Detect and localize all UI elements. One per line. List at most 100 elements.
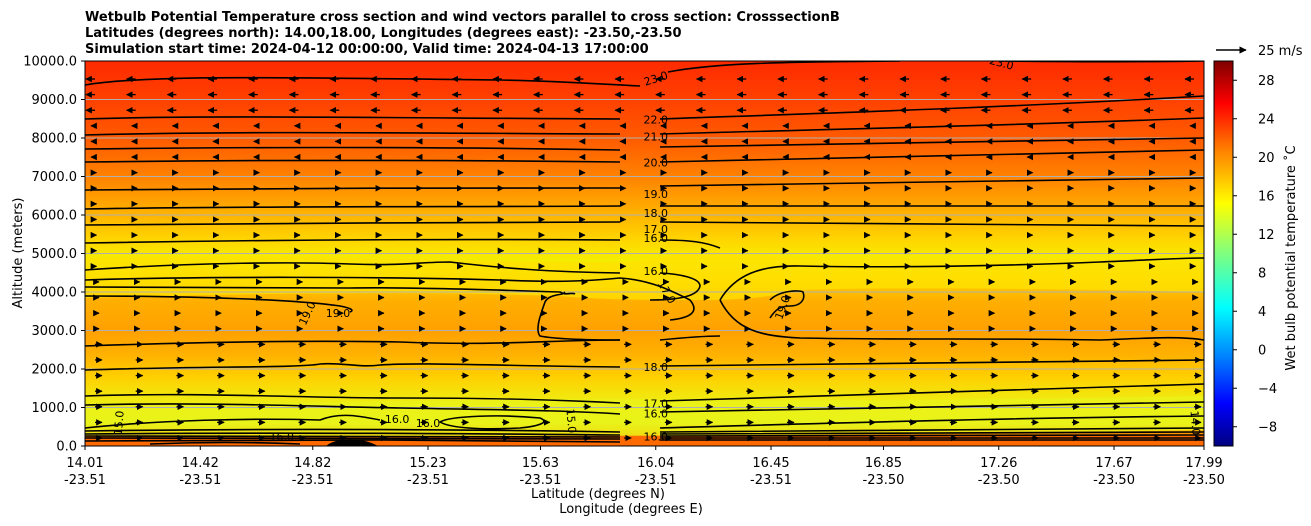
colorbar-tick-label: 12: [1258, 228, 1275, 243]
colorbar-tick-label: 20: [1258, 151, 1275, 166]
contour-label: 16.0: [270, 430, 295, 443]
x-tick-label-lat: 15.63: [522, 456, 559, 471]
x-axis-label-2: Longitude (degrees E): [559, 502, 703, 517]
x-tick-label-lon: -23.51: [179, 473, 221, 488]
x-tick-label-lon: -23.50: [1183, 473, 1225, 488]
contour-label: 16.0: [643, 265, 668, 278]
contour-label: 23.0: [988, 54, 1015, 73]
x-tick-label-lon: -23.51: [292, 473, 334, 488]
surface-band: [85, 436, 1204, 446]
x-tick-label-lat: 14.42: [182, 456, 219, 471]
contour-line: [85, 76, 641, 87]
contour-label: 18.0: [643, 207, 668, 220]
contour-label: 17.0: [643, 398, 668, 411]
colorbar-tick-label: 0: [1258, 343, 1266, 358]
contour-label: 20.0: [643, 156, 668, 169]
y-tick-label: 4000.0: [32, 286, 78, 301]
yellow-band-low: [85, 396, 1204, 436]
x-tick-label-lat: 14.01: [66, 456, 103, 471]
title-line-1: Wetbulb Potential Temperature cross sect…: [85, 10, 840, 25]
x-tick-label-lon: -23.51: [750, 473, 792, 488]
y-tick-label: 6000.0: [32, 209, 78, 224]
contour-label: 18.0: [643, 361, 668, 374]
contour-line: [719, 299, 1204, 341]
x-tick-label-lon: -23.51: [407, 473, 449, 488]
x-tick-label-lat: 17.67: [1095, 456, 1132, 471]
contour-line: [85, 286, 621, 341]
contour-line: [659, 204, 1204, 208]
contour-line: [563, 291, 576, 295]
contour-line: [85, 221, 621, 226]
colorbar-tick-label: 8: [1258, 266, 1266, 281]
y-tick-label: 7000.0: [32, 170, 78, 185]
contour-line: [659, 335, 721, 341]
contour-line: [659, 221, 1204, 227]
contour-line: [85, 427, 1204, 433]
x-axis: 14.01 -23.51 14.42 -23.51 14.82 -23.51 15.23 -2…: [64, 446, 1225, 488]
contour-line: [85, 116, 621, 120]
quiver-key-label: 25 m/s: [1258, 44, 1303, 59]
contour-line: [85, 238, 621, 244]
colorbar-tick-label: −8: [1258, 420, 1277, 435]
y-tick-label: 9000.0: [32, 93, 78, 108]
contour-line: [149, 441, 301, 445]
contour-line: [659, 415, 1204, 429]
quiver-key: 25 m/s: [1216, 44, 1303, 59]
x-axis-label: Latitude (degrees N): [531, 487, 665, 502]
x-tick-label-lon: -23.50: [1093, 473, 1135, 488]
title-line-2: Latitudes (degrees north): 14.00,18.00, …: [85, 26, 682, 41]
contour-line: [659, 239, 721, 249]
contour-label: 16.0: [643, 407, 668, 420]
plot-area: 23.023.022.021.020.019.018.017.016.016.0…: [85, 54, 1204, 446]
y-tick-label: 0.0: [56, 440, 77, 455]
contour-label: 16.0: [643, 430, 668, 443]
contour-line: [85, 205, 621, 210]
y-tick-label: 3000.0: [32, 324, 78, 339]
colorbar-gradient: [1213, 60, 1234, 447]
colorbar-ticks: −8 −4 0 4 8 12 16 20 24 28: [1233, 74, 1277, 435]
colorbar-tick-label: 24: [1258, 112, 1275, 127]
contour-label: 16.0: [416, 417, 441, 430]
y-axis-label: Altitude (meters): [11, 198, 26, 309]
y-tick-label: 10000.0: [23, 55, 77, 70]
y-axis: 0.0 1000.0 2000.0 3000.0 4000.0 5000.0 6000.0 7…: [23, 55, 85, 455]
contour-line: [85, 187, 621, 191]
contour-line: [85, 295, 353, 313]
contour-line: [649, 272, 701, 301]
x-tick-label-lat: 16.45: [752, 456, 789, 471]
y-tick-label: 5000.0: [32, 247, 78, 262]
colorbar-tick-label: −4: [1258, 382, 1277, 397]
x-tick-label-lon: -23.50: [863, 473, 905, 488]
contour-label: 16.0: [385, 413, 410, 426]
contour-line: [769, 290, 805, 319]
x-tick-label-lat: 17.26: [980, 456, 1017, 471]
y-tick-label: 1000.0: [32, 401, 78, 416]
y-tick-label: 8000.0: [32, 132, 78, 147]
x-tick-label-lon: -23.51: [520, 473, 562, 488]
contour-label: 15.0: [112, 410, 127, 436]
x-tick-label-lat: 16.85: [865, 456, 902, 471]
contour-line: [438, 415, 545, 430]
x-tick-label-lon: -23.51: [635, 473, 677, 488]
contour-label: 16.0: [643, 232, 668, 245]
contour-line: [85, 146, 621, 151]
colorbar: −8 −4 0 4 8 12 16 20 24 28 Wet bulb potential tem…: [1213, 60, 1299, 447]
contour-label: 19.0: [643, 188, 668, 201]
grid-lines: [85, 99, 1204, 408]
x-tick-label-lat: 14.82: [294, 456, 331, 471]
colorbar-label: Wet bulb potential temperature ˚C: [1283, 145, 1299, 370]
x-tick-label-lat: 15.23: [409, 456, 446, 471]
chart-title: Wetbulb Potential Temperature cross sect…: [85, 10, 840, 57]
title-line-3: Simulation start time: 2024-04-12 00:00:…: [85, 42, 649, 57]
colorbar-tick-label: 28: [1258, 74, 1275, 89]
contour-line: [85, 431, 1204, 436]
contour-line: [85, 131, 621, 136]
contour-line: [719, 257, 1204, 301]
x-tick-label-lat: 17.99: [1185, 456, 1222, 471]
contour-line: [85, 393, 621, 404]
x-tick-label-lon: -23.51: [64, 473, 106, 488]
x-tick-label-lat: 16.04: [637, 456, 674, 471]
colorbar-tick-label: 4: [1258, 305, 1266, 320]
contour-line: [85, 159, 621, 163]
